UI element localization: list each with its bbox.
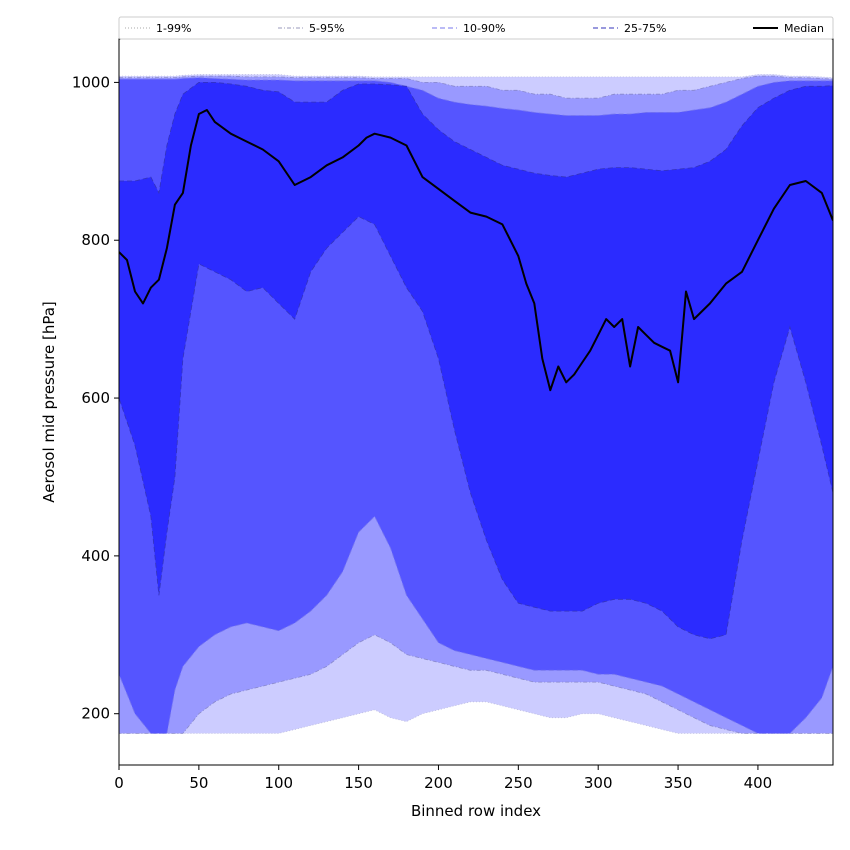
x-tick-label: 400 <box>744 774 773 792</box>
x-tick-label: 300 <box>584 774 613 792</box>
bands-layer <box>119 74 833 734</box>
legend-label: 1-99% <box>156 22 191 35</box>
x-axis-label: Binned row index <box>411 802 541 820</box>
legend-label: 10-90% <box>463 22 505 35</box>
legend: 1-99% 5-95% 10-90% 25-75% Median <box>118 16 834 40</box>
legend-label: Median <box>784 22 824 35</box>
x-tick-label: 0 <box>114 774 124 792</box>
y-axis-label: Aerosol mid pressure [hPa] <box>40 301 58 503</box>
band-25-75 <box>119 82 833 640</box>
y-tick-label: 400 <box>81 547 110 565</box>
y-tick-label: 200 <box>81 705 110 723</box>
y-tick-label: 600 <box>81 389 110 407</box>
legend-label: 5-95% <box>309 22 344 35</box>
legend-label: 25-75% <box>624 22 666 35</box>
x-tick-label: 200 <box>424 774 453 792</box>
y-tick-label: 1000 <box>72 73 110 91</box>
legend-frame <box>118 16 834 40</box>
x-axis: 0 50 100 150 200 250 300 350 400 <box>114 765 772 792</box>
median-layer <box>119 109 833 392</box>
y-tick-label: 800 <box>81 231 110 249</box>
x-tick-label: 250 <box>504 774 533 792</box>
x-tick-label: 50 <box>189 774 208 792</box>
median-line <box>119 109 833 392</box>
x-tick-label: 150 <box>344 774 373 792</box>
y-axis: 200 400 600 800 1000 <box>72 73 119 723</box>
x-tick-label: 100 <box>264 774 293 792</box>
x-tick-label: 350 <box>664 774 693 792</box>
